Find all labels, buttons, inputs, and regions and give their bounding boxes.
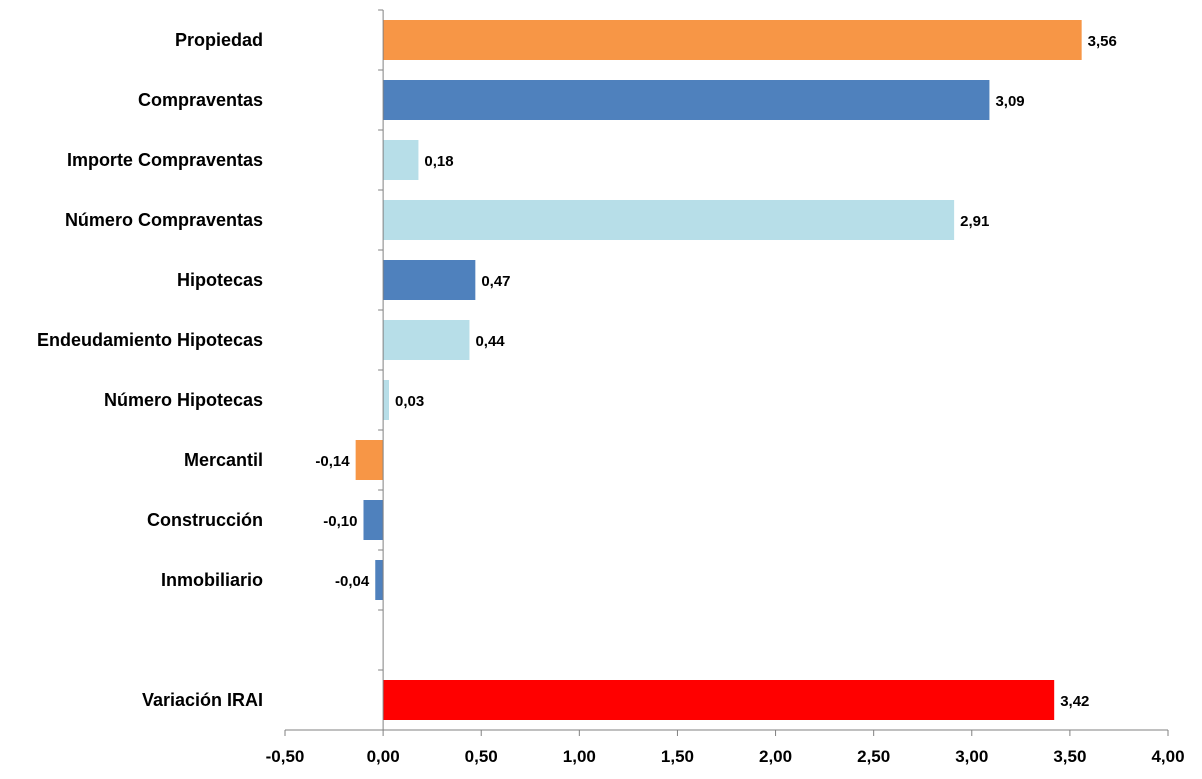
x-tick-label: -0,50	[266, 747, 305, 766]
bar-construccion	[363, 500, 384, 540]
category-label-propiedad: Propiedad	[175, 30, 263, 50]
category-label-numero-compraventas: Número Compraventas	[65, 210, 263, 230]
x-tick-label: 1,00	[563, 747, 596, 766]
value-label-compraventas: 3,09	[995, 93, 1024, 110]
value-label-importe-compraventas: 0,18	[424, 153, 453, 170]
bar-numero-hipotecas	[383, 380, 389, 420]
category-label-variacion-irai: Variación IRAI	[142, 690, 263, 710]
x-tick-label: 0,00	[367, 747, 400, 766]
value-label-propiedad: 3,56	[1088, 33, 1117, 50]
bars-layer	[355, 20, 1082, 720]
x-tick-label: 3,00	[955, 747, 988, 766]
value-label-numero-compraventas: 2,91	[960, 213, 989, 230]
value-label-construccion: -0,10	[323, 513, 357, 530]
bar-propiedad	[383, 20, 1082, 60]
value-label-variacion-irai: 3,42	[1060, 693, 1089, 710]
bar-numero-compraventas	[383, 200, 955, 240]
x-tick-label: 4,00	[1151, 747, 1184, 766]
value-label-endeudamiento-hipotecas: 0,44	[475, 333, 505, 350]
axes-layer	[284, 9, 1169, 736]
category-label-inmobiliario: Inmobiliario	[161, 570, 263, 590]
x-tick-label: 2,00	[759, 747, 792, 766]
x-tick-label: 2,50	[857, 747, 890, 766]
bar-hipotecas	[383, 260, 476, 300]
bar-endeudamiento-hipotecas	[383, 320, 470, 360]
category-label-construccion: Construcción	[147, 510, 263, 530]
category-label-mercantil: Mercantil	[184, 450, 263, 470]
bar-mercantil	[355, 440, 384, 480]
labels-layer: Propiedad 3,56 Compraventas 3,09 Importe Com…	[37, 30, 1185, 766]
x-tick-label: 3,50	[1053, 747, 1086, 766]
category-label-endeudamiento-hipotecas: Endeudamiento Hipotecas	[37, 330, 263, 350]
x-tick-label: 0,50	[465, 747, 498, 766]
value-label-numero-hipotecas: 0,03	[395, 393, 424, 410]
bar-importe-compraventas	[383, 140, 419, 180]
bar-compraventas	[383, 80, 990, 120]
category-label-numero-hipotecas: Número Hipotecas	[104, 390, 263, 410]
category-label-importe-compraventas: Importe Compraventas	[67, 150, 263, 170]
bar-inmobiliario	[375, 560, 384, 600]
value-label-mercantil: -0,14	[315, 453, 350, 470]
x-tick-label: 1,50	[661, 747, 694, 766]
value-label-hipotecas: 0,47	[481, 273, 510, 290]
bar-variacion-irai	[383, 680, 1055, 720]
category-label-compraventas: Compraventas	[138, 90, 263, 110]
category-label-hipotecas: Hipotecas	[177, 270, 263, 290]
value-label-inmobiliario: -0,04	[335, 573, 370, 590]
